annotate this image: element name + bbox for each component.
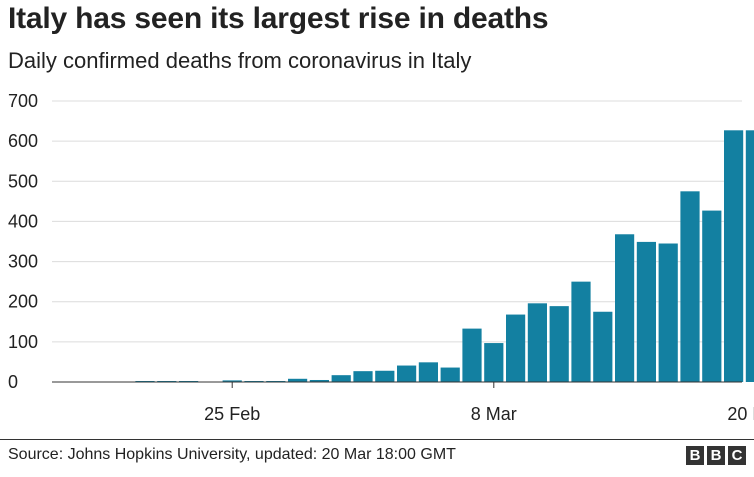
- footer-divider: [0, 439, 754, 440]
- y-tick-label: 600: [8, 131, 38, 151]
- data-bar: [462, 328, 482, 382]
- y-tick-label: 500: [8, 171, 38, 191]
- data-bar: [549, 306, 569, 382]
- y-tick-label: 700: [8, 91, 38, 111]
- x-tick-label: 8 Mar: [471, 404, 517, 424]
- y-tick-label: 0: [8, 372, 18, 392]
- data-bar: [309, 379, 329, 382]
- chart-title: Italy has seen its largest rise in death…: [8, 2, 549, 35]
- data-bar: [397, 365, 417, 382]
- y-tick-label: 100: [8, 332, 38, 352]
- data-bar: [527, 303, 547, 382]
- y-tick-label: 300: [8, 252, 38, 272]
- data-bar: [222, 380, 242, 382]
- source-note: Source: Johns Hopkins University, update…: [8, 446, 456, 463]
- data-bar: [702, 210, 722, 382]
- x-tick-label: 25 Feb: [204, 404, 260, 424]
- logo-letter: C: [728, 446, 746, 465]
- data-bar: [484, 343, 504, 382]
- data-bar: [375, 370, 395, 382]
- data-bar: [724, 130, 744, 382]
- data-bar: [288, 378, 308, 382]
- y-tick-label: 200: [8, 292, 38, 312]
- data-bar: [440, 367, 460, 382]
- data-bar: [353, 371, 373, 382]
- logo-letter: B: [686, 446, 704, 465]
- data-bar: [331, 375, 351, 382]
- data-bar: [680, 191, 700, 382]
- data-bar: [506, 314, 526, 382]
- logo-letter: B: [707, 446, 725, 465]
- data-bar: [636, 241, 656, 382]
- data-bar: [418, 362, 438, 382]
- chart-subtitle: Daily confirmed deaths from coronavirus …: [8, 48, 472, 73]
- y-tick-label: 400: [8, 211, 38, 231]
- data-bar: [745, 130, 754, 382]
- bbc-logo: B B C: [686, 446, 746, 465]
- data-bar: [615, 234, 635, 382]
- data-bar: [593, 311, 613, 382]
- data-bar: [658, 243, 678, 382]
- data-bar: [571, 281, 591, 382]
- bar-chart: 0 100 200 300 400 500 600 700 25 Feb 8 Mar 20 Mar: [8, 91, 754, 424]
- x-tick-label: 20 Mar: [727, 404, 754, 424]
